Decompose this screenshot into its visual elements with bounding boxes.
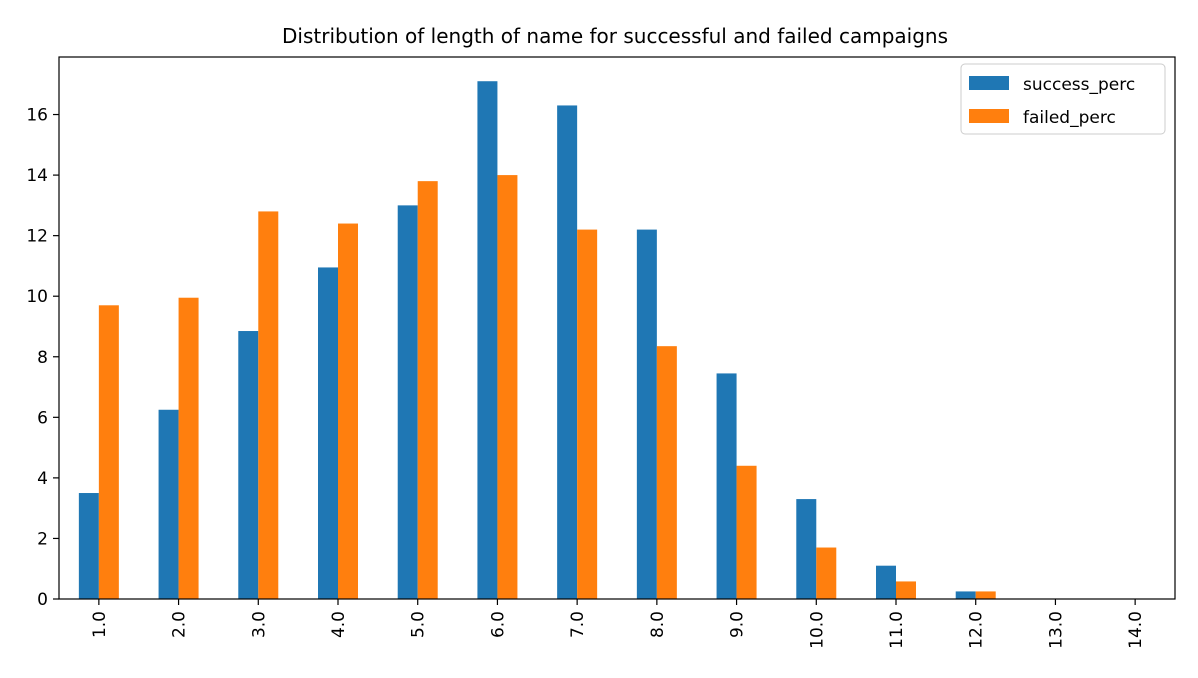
- bar-success_perc-11.0: [876, 565, 896, 599]
- y-tick-label: 10: [26, 287, 48, 307]
- y-tick-label: 0: [37, 590, 48, 610]
- x-tick-label: 12.0: [967, 611, 987, 649]
- legend-swatch-success_perc: [969, 76, 1009, 90]
- x-tick-label: 3.0: [249, 611, 269, 638]
- y-tick-label: 4: [37, 469, 48, 489]
- x-tick-label: 8.0: [648, 611, 668, 638]
- y-tick-label: 8: [37, 348, 48, 368]
- x-tick-label: 5.0: [409, 611, 429, 638]
- x-axis: 1.0 2.0 3.0 4.0 5.0 6.0 7.0 8.0 9.0 10.0 11.0 12.0 1…: [90, 599, 1146, 649]
- y-tick-label: 16: [26, 106, 48, 126]
- bar-failed_perc-8.0: [656, 346, 677, 599]
- bar-failed_perc-5.0: [417, 181, 438, 599]
- legend-label-failed_perc: failed_perc: [1023, 108, 1116, 128]
- bar-success_perc-10.0: [796, 499, 817, 599]
- plot-frame: [58, 56, 1176, 600]
- plot-area: [78, 81, 996, 600]
- bar-success_perc-8.0: [636, 229, 657, 600]
- x-tick-label: 11.0: [887, 611, 907, 649]
- bar-failed_perc-2.0: [178, 297, 199, 599]
- bar-success_perc-6.0: [477, 81, 498, 600]
- x-tick-label: 4.0: [329, 611, 349, 638]
- bar-success_perc-5.0: [397, 205, 418, 599]
- legend-box: [960, 63, 1166, 135]
- bar-failed_perc-12.0: [975, 591, 996, 599]
- bar-failed_perc-7.0: [577, 229, 598, 600]
- bar-failed_perc-9.0: [736, 465, 757, 599]
- bar-success_perc-7.0: [557, 105, 578, 599]
- x-tick-label: 9.0: [728, 611, 748, 638]
- bar-failed_perc-6.0: [497, 175, 518, 599]
- y-tick-label: 2: [37, 529, 48, 549]
- y-tick-label: 12: [26, 227, 48, 247]
- legend-label-success_perc: success_perc: [1023, 75, 1135, 95]
- bar-failed_perc-11.0: [896, 581, 916, 599]
- chart-title: Distribution of length of name for succe…: [282, 24, 948, 48]
- bar-success_perc-9.0: [716, 373, 737, 599]
- x-tick-label: 14.0: [1126, 611, 1146, 649]
- x-tick-label: 2.0: [170, 611, 190, 638]
- bar-failed_perc-3.0: [258, 211, 279, 600]
- bar-success_perc-1.0: [78, 493, 99, 599]
- bar-success_perc-3.0: [238, 331, 259, 599]
- bar-failed_perc-1.0: [98, 305, 119, 599]
- bar-failed_perc-10.0: [816, 547, 837, 599]
- x-tick-label: 6.0: [488, 611, 508, 638]
- bar-success_perc-12.0: [955, 591, 976, 599]
- bar-success_perc-4.0: [318, 267, 338, 599]
- x-tick-label: 10.0: [807, 611, 827, 649]
- x-tick-label: 1.0: [90, 611, 110, 638]
- bar-success_perc-2.0: [158, 409, 179, 599]
- x-tick-label: 13.0: [1046, 611, 1066, 649]
- y-tick-label: 6: [37, 408, 48, 428]
- legend: success_perc failed_perc: [960, 63, 1166, 135]
- y-tick-label: 14: [26, 166, 48, 186]
- legend-swatch-failed_perc: [969, 109, 1009, 123]
- bar-failed_perc-4.0: [338, 223, 358, 599]
- x-tick-label: 7.0: [568, 611, 588, 638]
- y-axis: 0 2 4 6 8 10 12 14 16: [26, 106, 59, 610]
